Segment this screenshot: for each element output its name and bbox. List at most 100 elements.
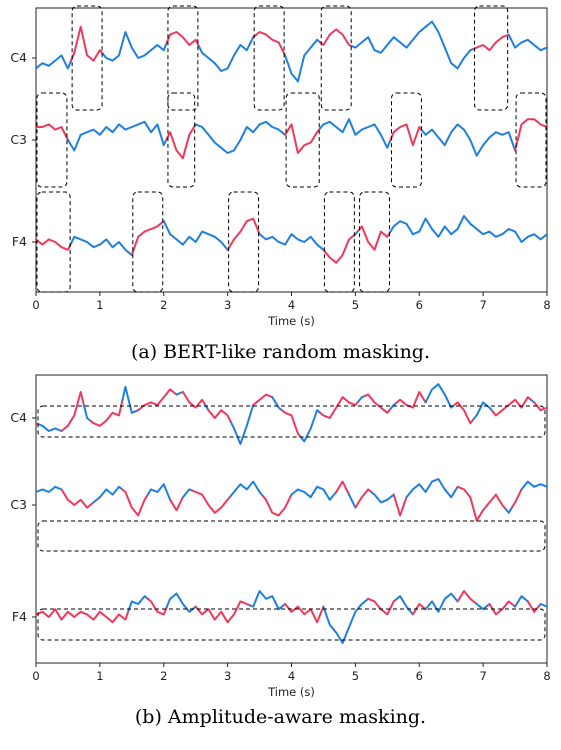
- caption-a: (a) BERT-like random masking.: [130, 341, 431, 363]
- signal-trace-c3: [229, 480, 264, 497]
- mask-box-c4: [167, 5, 199, 111]
- masked-segment-c3: [514, 118, 548, 152]
- channel-label-c4: C4: [10, 410, 27, 425]
- masked-segment-c4: [181, 391, 207, 409]
- masked-segment-c4: [137, 388, 178, 412]
- masked-segment-c3: [284, 123, 322, 154]
- x-tick-label: 8: [543, 669, 550, 683]
- x-tick-label: 2: [160, 298, 167, 312]
- amplitude-band-c4: [37, 405, 546, 438]
- x-tick-label: 2: [160, 669, 167, 683]
- x-tick-label: 3: [224, 298, 231, 312]
- masked-segment-c4: [533, 401, 548, 412]
- signal-trace-c4: [351, 20, 475, 70]
- x-axis-label: Time (s): [267, 314, 315, 328]
- x-tick-label: 1: [96, 298, 103, 312]
- signal-trace-f4: [424, 592, 459, 613]
- mask-box-f4: [323, 191, 355, 293]
- x-tick-label: 0: [32, 669, 39, 683]
- signal-trace-f4: [475, 603, 491, 611]
- signal-trace-c3: [421, 123, 517, 157]
- subplot-b: 0 1 2 3 4 5 6 7 8 Time (s) C4 C3 F4: [10, 374, 551, 699]
- masked-segment-c3: [35, 123, 69, 141]
- x-tick-label: 1: [96, 669, 103, 683]
- signal-trace-c4: [271, 396, 283, 412]
- signal-trace-f4: [389, 215, 548, 243]
- masked-segment-f4: [35, 608, 130, 624]
- signal-trace-c3: [290, 485, 338, 501]
- x-tick-label: 0: [32, 298, 39, 312]
- subplot-a: 0 1 2 3 4 5 6 7 8 Time (s) C4 C3 F4: [10, 5, 551, 328]
- signal-trace-c4: [472, 401, 494, 421]
- x-tick-label: 7: [479, 669, 486, 683]
- mask-box-c4: [320, 5, 352, 111]
- mask-box-f4: [132, 191, 164, 293]
- masked-segment-f4: [284, 603, 325, 624]
- signal-trace-c3: [146, 483, 172, 501]
- x-tick-label: 6: [416, 669, 423, 683]
- masked-segment-c3: [335, 480, 350, 496]
- masked-segment-f4: [456, 590, 478, 605]
- signal-trace-c4: [175, 391, 184, 396]
- masked-segment-c4: [472, 33, 510, 52]
- x-tick-label: 3: [224, 669, 231, 683]
- masked-segment-c3: [191, 489, 232, 514]
- signal-trace-f4: [70, 235, 133, 256]
- signal-trace-c3: [348, 493, 357, 509]
- signal-trace-c3: [504, 506, 513, 514]
- x-tick-label: 4: [288, 669, 295, 683]
- mask-box-f4: [36, 191, 71, 293]
- signal-trace-c4: [507, 33, 548, 52]
- signal-trace-f4: [162, 220, 229, 251]
- amplitude-band-c3: [37, 520, 546, 552]
- channel-label-f4: F4: [12, 234, 27, 249]
- signal-trace-c4: [424, 383, 456, 409]
- mask-box-c4: [474, 5, 509, 111]
- signal-trace-c3: [520, 480, 548, 491]
- signal-trace-c4: [197, 36, 255, 72]
- signal-trace-f4: [249, 590, 287, 611]
- masked-segment-c4: [252, 31, 287, 57]
- signal-trace-c4: [102, 31, 168, 62]
- masked-segment-c3: [392, 493, 408, 517]
- masked-segment-f4: [226, 217, 261, 251]
- masked-segment-c4: [89, 400, 124, 427]
- masked-segment-c3: [60, 488, 95, 509]
- signal-trace-c3: [319, 118, 392, 149]
- signal-trace-c3: [194, 120, 287, 154]
- signal-trace-c4: [300, 409, 322, 443]
- masked-segment-f4: [130, 220, 165, 256]
- channel-label-c3: C3: [10, 497, 27, 512]
- masked-segment-c3: [261, 493, 293, 517]
- masked-segment-c4: [60, 391, 85, 432]
- channel-label-c4: C4: [10, 50, 27, 65]
- masked-segment-c3: [389, 123, 424, 147]
- masked-segment-f4: [526, 600, 542, 613]
- masked-segment-c4: [319, 28, 354, 48]
- channel-label-c3: C3: [10, 132, 27, 147]
- x-axis-label: Time (s): [267, 685, 315, 699]
- masked-segment-f4: [411, 603, 427, 616]
- signal-trace-f4: [322, 597, 370, 644]
- signal-trace-c3: [35, 485, 63, 493]
- signal-trace-f4: [539, 603, 548, 608]
- masked-segment-c4: [364, 393, 392, 414]
- signal-trace-c4: [38, 423, 63, 432]
- caption-b: (b) Amplitude-aware masking.: [134, 706, 427, 728]
- signal-trace-c3: [66, 120, 168, 152]
- mask-box-c3: [285, 92, 320, 188]
- signal-trace-f4: [395, 595, 414, 616]
- signal-trace-c4: [82, 404, 92, 422]
- mask-box-c3: [391, 92, 422, 188]
- signal-trace-c4: [284, 38, 322, 83]
- masked-segment-f4: [322, 233, 357, 264]
- masked-segment-c3: [456, 485, 507, 522]
- masked-segment-c3: [169, 496, 184, 512]
- signal-trace-f4: [514, 595, 529, 608]
- signal-trace-c4: [229, 404, 255, 445]
- channel-label-f4: F4: [12, 609, 27, 624]
- x-tick-label: 8: [543, 298, 550, 312]
- masked-segment-f4: [488, 600, 517, 616]
- mask-box-c4: [71, 5, 103, 111]
